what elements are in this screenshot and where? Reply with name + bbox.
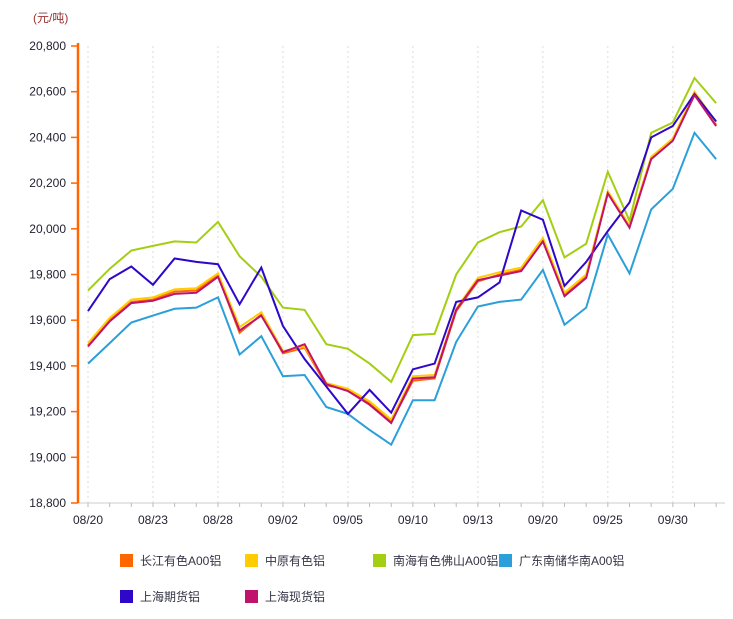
series-line-2 <box>87 76 717 384</box>
legend-swatch-icon <box>120 590 133 603</box>
x-axis-labels: 08/20 08/23 08/28 09/02 09/05 09/10 09/13 09/20… <box>73 513 688 527</box>
chart-canvas: (元/吨) 18,800 19,000 19,200 19,400 19,600 19,8… <box>29 11 725 527</box>
y-tick-label: 20,400 <box>29 130 66 144</box>
series-line-5 <box>87 93 717 425</box>
series-line-1 <box>87 89 717 422</box>
x-tick-label: 09/02 <box>268 513 298 527</box>
legend-swatch-icon <box>245 590 258 603</box>
legend-swatch-icon <box>120 554 133 567</box>
x-tick-label: 09/13 <box>463 513 493 527</box>
legend-swatch-icon <box>245 554 258 567</box>
x-tick-label: 09/20 <box>528 513 558 527</box>
y-tick-label: 19,600 <box>29 313 66 327</box>
x-tick-label: 09/30 <box>658 513 688 527</box>
legend-item-4[interactable]: 上海期货铝 <box>120 588 200 605</box>
x-tick-label: 08/20 <box>73 513 103 527</box>
axes <box>71 43 725 507</box>
y-axis-unit-label: (元/吨) <box>33 11 68 25</box>
x-tick-label: 09/25 <box>593 513 623 527</box>
series-lines <box>87 76 717 447</box>
y-tick-label: 19,800 <box>29 268 66 282</box>
x-tick-label: 09/05 <box>333 513 363 527</box>
legend-item-3[interactable]: 广东南储华南A00铝 <box>499 552 624 569</box>
y-axis-labels: 18,800 19,000 19,200 19,400 19,600 19,800 20,0… <box>29 39 66 510</box>
series-line-4 <box>87 92 717 416</box>
y-tick-label: 19,200 <box>29 405 66 419</box>
legend-item-0[interactable]: 长江有色A00铝 <box>120 552 221 569</box>
legend-label: 中原有色铝 <box>265 554 326 568</box>
legend-label: 南海有色佛山A00铝 <box>393 554 499 568</box>
legend-item-1[interactable]: 中原有色铝 <box>245 552 325 569</box>
legend-swatch-icon <box>373 554 386 567</box>
legend-label: 长江有色A00铝 <box>140 554 222 568</box>
series-line-3 <box>87 130 717 447</box>
y-tick-label: 20,200 <box>29 176 66 190</box>
legend-item-5[interactable]: 上海现货铝 <box>245 588 325 605</box>
y-tick-label: 20,000 <box>29 222 66 236</box>
price-line-chart: (元/吨) 18,800 19,000 19,200 19,400 19,600 19,8… <box>29 11 725 527</box>
x-tick-label: 09/10 <box>398 513 428 527</box>
legend-label: 广东南储华南A00铝 <box>519 554 625 568</box>
y-tick-label: 19,400 <box>29 359 66 373</box>
x-tick-label: 08/28 <box>203 513 233 527</box>
y-tick-label: 20,600 <box>29 85 66 99</box>
y-tick-label: 19,000 <box>29 450 66 464</box>
legend-label: 上海期货铝 <box>140 590 201 604</box>
legend-item-2[interactable]: 南海有色佛山A00铝 <box>373 552 498 569</box>
x-tick-label: 08/23 <box>138 513 168 527</box>
legend-swatch-icon <box>499 554 512 567</box>
legend-label: 上海现货铝 <box>265 590 326 604</box>
y-tick-label: 18,800 <box>29 496 66 510</box>
y-tick-label: 20,800 <box>29 39 66 53</box>
